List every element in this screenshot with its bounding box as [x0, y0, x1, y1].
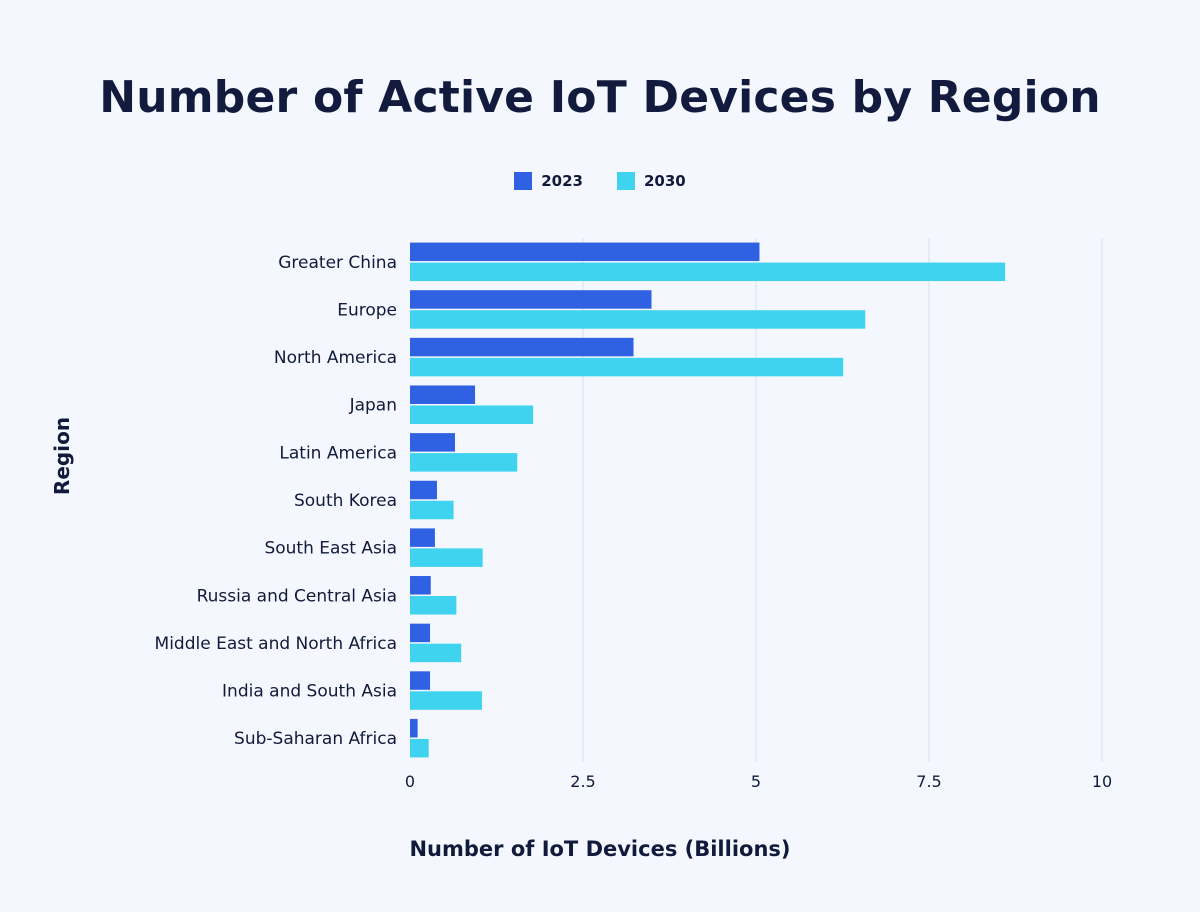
bar-2023-6 — [410, 528, 435, 547]
bar-2023-5 — [410, 480, 437, 500]
bar-2023-3 — [410, 385, 476, 404]
category-label: South Korea — [294, 491, 397, 511]
bar-2023-2 — [410, 337, 634, 357]
category-label: Japan — [349, 396, 397, 416]
category-label: Sub-Saharan Africa — [234, 729, 397, 749]
bar-2023-4 — [410, 433, 455, 452]
bar-2023-7 — [410, 576, 431, 595]
x-tick-label: 10 — [1092, 772, 1112, 791]
x-axis-label: Number of IoT Devices (Billions) — [409, 837, 791, 861]
category-label: Europe — [337, 300, 397, 320]
x-tick-label: 0 — [405, 772, 415, 791]
bar-2030-9 — [410, 691, 482, 710]
category-label: India and South Asia — [222, 682, 397, 702]
x-tick-label: 7.5 — [916, 772, 941, 791]
bar-2030-0 — [410, 262, 1006, 282]
legend-item-2023: 2023 — [514, 172, 583, 190]
x-tick-label: 5 — [751, 772, 761, 791]
x-tick-label: 2.5 — [570, 772, 595, 791]
legend-item-2030: 2030 — [617, 172, 686, 190]
legend-swatch-2030 — [617, 172, 635, 190]
category-label: South East Asia — [264, 539, 397, 559]
bar-2023-10 — [410, 718, 418, 738]
bar-2030-2 — [410, 357, 844, 377]
bar-2030-7 — [410, 596, 457, 615]
bar-2030-3 — [410, 405, 534, 424]
category-label: Russia and Central Asia — [197, 586, 397, 606]
bar-2023-1 — [410, 290, 652, 309]
legend-label-2030: 2030 — [644, 172, 686, 190]
chart-title: Number of Active IoT Devices by Region — [99, 72, 1101, 123]
chart-legend: 2023 2030 — [0, 172, 1200, 190]
bar-2030-10 — [410, 738, 429, 758]
legend-label-2023: 2023 — [541, 172, 583, 190]
bar-2030-6 — [410, 548, 483, 567]
category-label: North America — [274, 348, 397, 368]
category-label: Greater China — [278, 253, 397, 273]
bar-2030-8 — [410, 643, 462, 663]
bar-2023-0 — [410, 242, 760, 262]
category-label: Latin America — [279, 443, 397, 463]
legend-swatch-2023 — [514, 172, 533, 190]
bar-2023-9 — [410, 671, 431, 690]
category-label: Middle East and North Africa — [155, 634, 397, 654]
bar-2030-4 — [410, 453, 518, 472]
bar-2030-1 — [410, 310, 866, 329]
bar-2030-5 — [410, 500, 454, 520]
bar-2023-8 — [410, 623, 431, 643]
